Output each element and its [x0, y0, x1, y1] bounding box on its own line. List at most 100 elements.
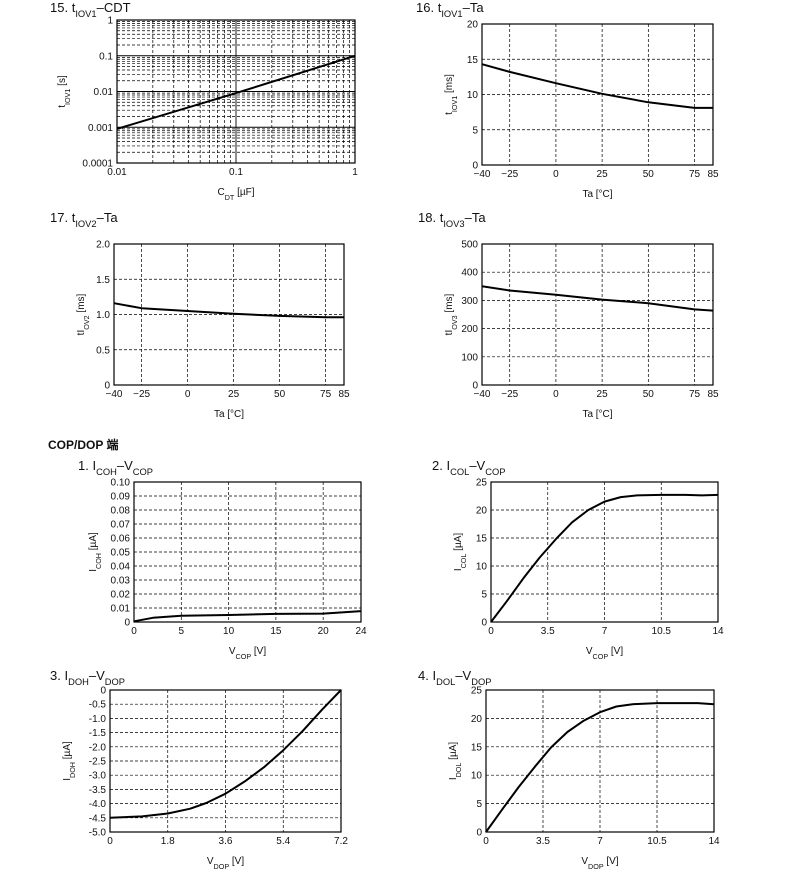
y-axis-label: IDOL [µA] — [448, 742, 463, 781]
x-tick-label: 50 — [274, 389, 286, 400]
x-tick-label: 7.2 — [334, 836, 348, 847]
series-line — [116, 54, 356, 130]
x-axis-label: CDT [µF] — [217, 187, 254, 202]
x-tick-label: 10.5 — [652, 626, 672, 637]
x-tick-label: 3.5 — [536, 836, 550, 847]
y-tick-label: 0 — [104, 381, 110, 392]
y-tick-label: 10 — [471, 771, 483, 782]
x-tick-label: −40 — [106, 389, 123, 400]
plot-frame — [113, 243, 345, 386]
section-heading: COP/DOP 端 — [48, 438, 119, 452]
x-tick-label: 14 — [712, 626, 724, 637]
x-tick-label: 1 — [352, 167, 358, 178]
x-tick-label: 0.01 — [107, 167, 127, 178]
y-tick-label: -3.5 — [89, 785, 107, 796]
chart-c1: 0 5 10 15 20 2400.010.020.030.040.050.060.070… — [78, 458, 367, 661]
y-axis-label: tIOV3 [ms] — [444, 293, 459, 335]
y-tick-label: 0.0001 — [82, 159, 113, 170]
x-tick-label: 5.4 — [276, 836, 290, 847]
x-axis-label: VDOP [V] — [581, 856, 618, 871]
chart-c4: 0 3.5 7 10.5 14 0 5 10 15 20 254. IDOL–VDOP VDOP [V… — [418, 668, 720, 871]
y-axis-label: tIOV2 [ms] — [76, 293, 91, 335]
y-tick-label: 0 — [100, 686, 106, 697]
x-tick-label: −25 — [133, 389, 150, 400]
y-tick-label: 100 — [461, 352, 478, 363]
series-line — [485, 702, 715, 833]
x-tick-label: 0 — [553, 169, 559, 180]
x-tick-label: 50 — [643, 389, 655, 400]
x-axis-label: VDOP [V] — [207, 856, 244, 871]
chart-title: 1. ICOH–VCOP — [78, 458, 153, 477]
x-tick-label: 85 — [707, 169, 719, 180]
plot-frame — [133, 481, 362, 623]
grid — [133, 481, 362, 623]
series-line — [481, 63, 713, 109]
series-line — [109, 689, 342, 819]
grid — [490, 481, 719, 623]
x-tick-label: 5 — [179, 626, 185, 637]
y-tick-label: -3.0 — [89, 771, 107, 782]
chart-title: 17. tIOV2–Ta — [50, 210, 118, 229]
y-tick-label: 0 — [472, 381, 478, 392]
x-axis-label: Ta [°C] — [582, 409, 612, 420]
chart-c17: −40 −25 0 25 50 75 85 0 0.5 1.0 1.5 2.0 17. tIOV2–Ta… — [50, 210, 350, 420]
x-tick-label: 85 — [338, 389, 350, 400]
chart-title: 4. IDOL–VDOP — [418, 668, 491, 687]
y-tick-label: 0 — [124, 618, 130, 629]
y-tick-label: 0.01 — [94, 87, 114, 98]
x-axis-label: VCOP [V] — [586, 646, 623, 661]
y-tick-label: -1.0 — [89, 714, 107, 725]
x-tick-label: 7 — [597, 836, 603, 847]
y-tick-label: 20 — [476, 506, 488, 517]
plot-frame — [116, 19, 356, 164]
y-tick-label: 0.02 — [111, 590, 131, 601]
y-tick-label: 10 — [467, 90, 479, 101]
plot-frame — [109, 689, 342, 833]
y-tick-label: 1.5 — [96, 275, 110, 286]
x-tick-label: 25 — [597, 169, 609, 180]
chart-title: 16. tIOV1–Ta — [416, 0, 484, 19]
y-tick-label: 15 — [476, 534, 488, 545]
y-tick-label: 15 — [471, 742, 483, 753]
y-tick-label: 1 — [107, 16, 113, 27]
y-tick-label: 0.04 — [111, 562, 131, 573]
x-tick-label: 85 — [707, 389, 719, 400]
y-tick-label: 0.09 — [111, 492, 131, 503]
y-tick-label: 400 — [461, 268, 478, 279]
y-tick-label: 0.001 — [88, 123, 113, 134]
grid — [481, 23, 714, 166]
y-tick-label: 0.03 — [111, 576, 131, 587]
x-tick-label: 20 — [318, 626, 330, 637]
y-tick-label: 2.0 — [96, 240, 110, 251]
y-tick-label: 200 — [461, 324, 478, 335]
y-tick-label: 5 — [481, 590, 487, 601]
series-line — [113, 302, 344, 319]
y-tick-label: 5 — [472, 125, 478, 136]
x-tick-label: 75 — [689, 389, 701, 400]
x-tick-label: 0 — [131, 626, 137, 637]
series-line — [490, 493, 719, 623]
y-tick-label: 25 — [471, 686, 483, 697]
x-tick-label: 75 — [320, 389, 332, 400]
x-tick-label: 0.1 — [229, 167, 243, 178]
chart-c18: −40 −25 0 25 50 75 85 0 100 200 300 400 500 18. tIOV3… — [418, 210, 719, 420]
series-line — [481, 285, 714, 312]
chart-title: 15. tIOV1–CDT — [50, 0, 131, 19]
grid — [116, 20, 355, 164]
x-tick-label: 10 — [223, 626, 235, 637]
y-tick-label: -4.0 — [89, 799, 107, 810]
x-tick-label: 24 — [355, 626, 367, 637]
y-tick-label: -0.5 — [89, 700, 107, 711]
x-tick-label: 3.6 — [219, 836, 233, 847]
chart-c3: 0 1.8 3.6 5.4 7.2 0 -0.5 -1.0 -1.5 -2.0 -2.5 -3.0 -3… — [50, 668, 348, 871]
y-tick-label: 500 — [461, 240, 478, 251]
x-tick-label: 7 — [602, 626, 608, 637]
x-tick-label: 0 — [488, 626, 494, 637]
y-axis-label: tIOV1 [ms] — [444, 74, 459, 115]
y-axis-label: tIOV1 [s] — [57, 75, 72, 108]
y-axis-label: IDOH [µA] — [62, 741, 77, 781]
y-tick-label: 25 — [476, 478, 488, 489]
